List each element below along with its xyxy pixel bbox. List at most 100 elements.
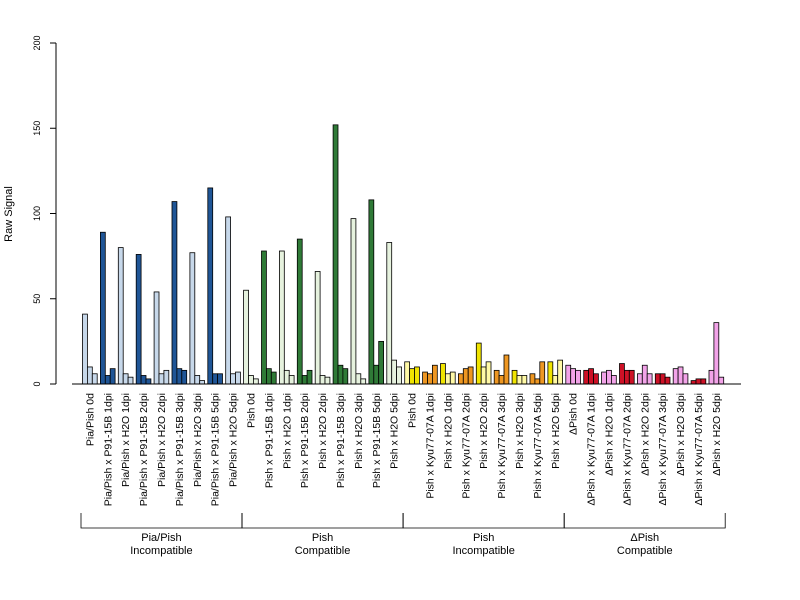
bar-group (153, 291, 170, 385)
bar-group (637, 364, 653, 385)
bar (306, 369, 313, 385)
category-label: ΔPish x H2O 3dpi (675, 393, 687, 476)
bar (158, 373, 165, 385)
category-label: Pish 0d (407, 393, 419, 428)
bar (588, 368, 594, 385)
y-axis: 0 50 100 150 200 (32, 35, 57, 387)
bar (163, 369, 170, 385)
bar (145, 378, 152, 385)
category-label: Pish x Kyu77-07A 1dpi (424, 393, 436, 499)
bar (498, 375, 505, 385)
bar (646, 373, 653, 385)
bar (171, 201, 178, 385)
bar (404, 361, 411, 385)
bar (230, 373, 236, 385)
bar (422, 371, 428, 385)
y-tick-label: 100 (32, 206, 42, 221)
bar (547, 361, 554, 385)
category-label: ΔPish x H2O 5dpi (711, 393, 723, 476)
bar (91, 373, 98, 385)
bar (493, 369, 500, 385)
bar-group (332, 124, 349, 385)
bar-group (457, 366, 474, 385)
bar (480, 366, 487, 385)
category-label: Pia/Pish x P91-15B 3dpi (174, 393, 186, 506)
bar (248, 375, 254, 385)
category-label: Pish x P91-15B 3dpi (335, 393, 347, 488)
bar (140, 375, 147, 385)
bar (457, 373, 464, 385)
bar-group (601, 369, 617, 385)
bar (87, 366, 93, 385)
bar-group (314, 271, 331, 385)
group-brackets: Pia/PishIncompatiblePishCompatiblePishIn… (80, 513, 726, 557)
bar (575, 369, 581, 385)
group-label-line2: Compatible (617, 545, 673, 557)
bar (619, 363, 625, 385)
bar (557, 359, 564, 385)
category-label: ΔPish x Kyu77-07A 1dpi (586, 393, 598, 506)
bar (252, 378, 259, 385)
bar-group (708, 322, 725, 385)
bar-group (404, 361, 420, 385)
bar (641, 364, 648, 385)
category-label: Pish x P91-15B 5dpi (371, 393, 383, 488)
y-axis-title: Raw Signal (3, 186, 15, 242)
bar-group (672, 366, 689, 385)
bar (261, 250, 267, 385)
bar-group (547, 359, 564, 385)
bar (601, 371, 607, 385)
category-label: Pia/Pish x H2O 5dpi (228, 393, 240, 487)
category-label: Pia/Pish x H2O 1dpi (120, 393, 132, 487)
bar (583, 369, 590, 385)
category-label: Pia/Pish x H2O 2dpi (156, 393, 168, 487)
bar-group (207, 187, 223, 385)
bar (181, 369, 188, 385)
bar (628, 369, 635, 385)
bar (337, 364, 344, 385)
bar (414, 366, 420, 385)
category-label: Pish x P91-15B 2dpi (299, 393, 311, 488)
bar (378, 340, 385, 385)
category-label: Pia/Pish 0d (84, 393, 96, 446)
category-label: Pish 0d (245, 393, 257, 428)
bar (606, 369, 612, 385)
bar (624, 369, 630, 385)
bar (217, 373, 223, 385)
bar (301, 375, 308, 385)
bar (265, 368, 272, 385)
bar (176, 368, 183, 385)
bar (449, 371, 456, 385)
bar (212, 373, 218, 385)
bar-group (529, 361, 546, 385)
bracket-line (80, 513, 243, 529)
bar (135, 254, 142, 385)
bar-group (261, 250, 277, 385)
category-label: Pish x H2O 2dpi (478, 393, 490, 469)
bar (350, 218, 357, 385)
bar (462, 368, 469, 385)
bar (189, 252, 196, 385)
category-label: Pia/Pish x P91-15B 2dpi (138, 393, 150, 506)
bar-group (493, 354, 510, 385)
bar (324, 376, 331, 385)
bar (368, 199, 375, 385)
bar-group (189, 252, 205, 385)
bar (539, 361, 546, 385)
category-label: Pish x Kyu77-07A 2dpi (460, 393, 472, 499)
bar-group (243, 289, 259, 385)
bar (235, 371, 241, 385)
bar (708, 369, 715, 385)
bar (427, 373, 433, 385)
bar (534, 378, 541, 385)
bar (409, 368, 415, 385)
group-label-line2: Incompatible (452, 545, 514, 557)
category-label: ΔPish 0d (568, 393, 580, 435)
bar (664, 376, 671, 385)
bar (104, 375, 111, 385)
category-label: Pish x H2O 1dpi (442, 393, 454, 469)
bar-group (82, 313, 98, 385)
